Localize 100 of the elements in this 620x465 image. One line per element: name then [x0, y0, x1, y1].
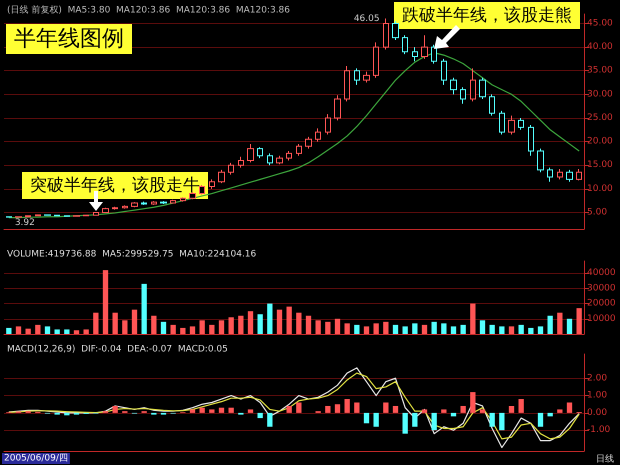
annotation: 突破半年线，该股走牛: [30, 176, 200, 196]
bar: [16, 326, 22, 334]
candlestick: [122, 204, 128, 210]
bar: [6, 328, 12, 334]
bar: [142, 284, 147, 334]
bar: [64, 412, 70, 416]
bar: [460, 324, 466, 334]
candlestick: [499, 110, 505, 135]
candlestick: [267, 152, 273, 166]
candlestick: [557, 168, 563, 180]
candlestick: [286, 150, 292, 161]
bar: [402, 412, 408, 434]
bar: [306, 316, 312, 334]
candlestick: [209, 178, 215, 190]
bar: [267, 304, 272, 334]
candlestick: [325, 114, 331, 135]
bar: [450, 326, 456, 334]
bar: [354, 402, 360, 413]
bar: [286, 406, 292, 413]
bar: [412, 412, 418, 427]
candlestick: [334, 94, 341, 121]
bar: [209, 324, 214, 334]
candlestick: [93, 211, 99, 216]
bar: [480, 320, 486, 334]
bar: [354, 324, 360, 334]
text: 半年线图例: [14, 26, 124, 52]
bar: [316, 320, 321, 334]
candlestick: [305, 136, 312, 150]
bar: [441, 323, 446, 334]
bar: [480, 409, 486, 413]
bar: [151, 316, 156, 334]
bar: [334, 404, 340, 413]
candlestick: [44, 214, 51, 216]
candlestick: [257, 146, 263, 159]
y-tick-label: 10.00: [587, 184, 614, 194]
bar: [364, 326, 370, 334]
chart-title: MACD(12,26,9) DIF:-0.04 DEA:-0.07 MACD:0.05: [7, 344, 228, 354]
bar: [325, 322, 330, 334]
y-tick-label: 1.00: [587, 390, 608, 401]
y-tick-label: 30.00: [587, 89, 614, 100]
bar: [392, 324, 398, 334]
annotation: 3.92: [14, 218, 35, 228]
candlestick: [412, 46, 418, 62]
bar: [258, 412, 263, 418]
candlestick: [537, 148, 544, 173]
annotation: 46.05: [354, 14, 380, 24]
bar: [122, 320, 128, 334]
bar: [364, 412, 370, 424]
bar: [35, 324, 40, 334]
bar: [190, 326, 196, 334]
bar: [74, 330, 80, 334]
bar: [557, 409, 562, 413]
bar: [538, 412, 544, 427]
bar: [218, 320, 224, 334]
candlestick: [141, 201, 147, 206]
bar: [44, 326, 50, 334]
bar: [344, 399, 350, 413]
candlestick: [431, 44, 437, 64]
bar: [383, 322, 388, 334]
candlestick: [470, 68, 476, 102]
y-tick-label: 20.00: [587, 136, 614, 147]
candlestick: [344, 65, 350, 102]
bar: [218, 408, 224, 413]
bar: [228, 408, 234, 413]
bar: [499, 326, 504, 334]
candlestick: [102, 207, 109, 214]
annotation: 跌破半年线，该股走熊: [402, 6, 572, 26]
bar: [54, 329, 60, 334]
y-tick-label: 20000: [587, 298, 616, 309]
bar: [557, 312, 562, 334]
bar: [334, 318, 340, 334]
candlestick: [508, 115, 515, 135]
bar: [258, 314, 263, 334]
bar: [412, 323, 418, 334]
bar: [450, 412, 456, 416]
bar: [432, 322, 437, 334]
text: 2005/06/09/四: [4, 454, 68, 464]
bar: [508, 406, 514, 413]
candlestick: [6, 216, 12, 218]
candlestick: [363, 71, 370, 84]
bar: [180, 328, 186, 334]
y-tick-label: 40.00: [587, 42, 614, 52]
candlestick: [247, 143, 254, 163]
bar: [576, 308, 582, 334]
bar: [470, 392, 476, 413]
y-tick-label: -1.00: [587, 425, 611, 436]
bar: [170, 324, 176, 334]
candlestick: [566, 169, 573, 182]
candlestick: [131, 202, 138, 208]
candlestick: [199, 184, 205, 196]
candlestick: [528, 124, 534, 156]
bar: [518, 324, 524, 334]
candlestick: [441, 58, 447, 86]
line-series: [8, 372, 580, 440]
candlestick: [160, 200, 167, 204]
y-tick-label: 40000: [587, 268, 616, 278]
bar: [286, 306, 292, 334]
bar: [64, 329, 70, 334]
bar: [441, 409, 446, 413]
candlestick: [180, 196, 186, 202]
